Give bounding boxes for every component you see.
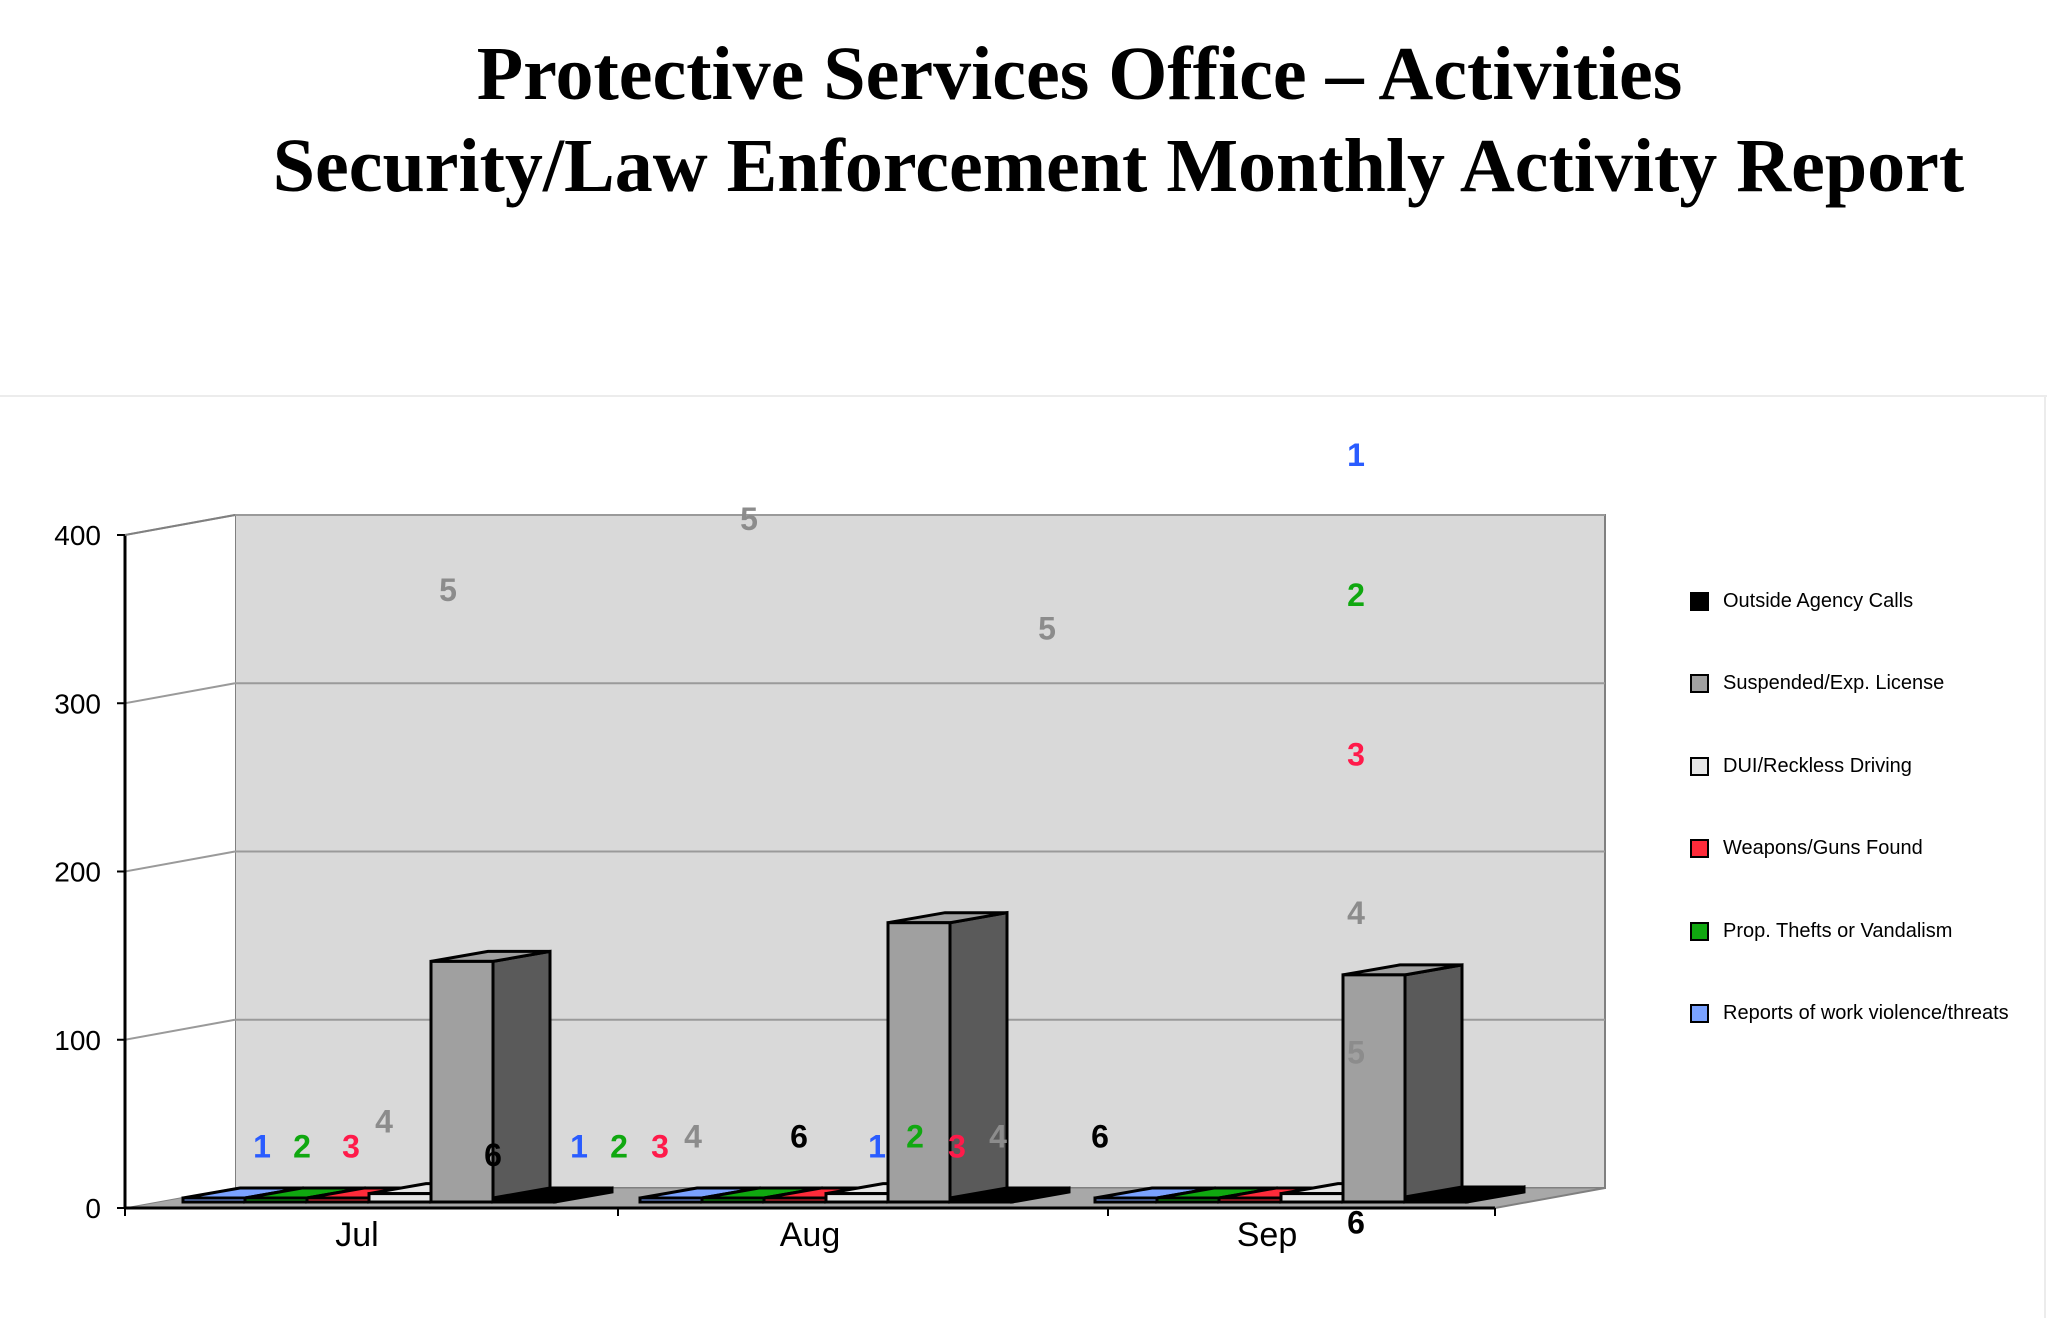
chart-title-line2: Security/Law Enforcement Monthly Activit…: [272, 124, 1965, 208]
data-label: 4: [1347, 895, 1365, 931]
y-tick-label: 400: [54, 520, 101, 551]
data-label: 1: [253, 1129, 271, 1165]
data-label: 3: [342, 1129, 360, 1165]
legend-label: Suspended/Exp. License: [1723, 672, 1945, 694]
legend-swatch: [1690, 921, 1709, 941]
frame-edge: [1494, 1187, 1606, 1209]
frame-edge: [124, 514, 236, 536]
bar: [1279, 1192, 1345, 1204]
bar: [638, 1196, 704, 1204]
y-tick-label: 0: [85, 1193, 101, 1224]
bar-side: [1403, 963, 1464, 1204]
data-label: 1: [570, 1129, 588, 1165]
data-label: 5: [1347, 1035, 1365, 1071]
legend: Outside Agency Calls Suspended/Exp. Lice…: [1690, 586, 2010, 1036]
data-label: 2: [610, 1129, 628, 1165]
bar: [1403, 1195, 1469, 1204]
data-label: 6: [1347, 1204, 1365, 1240]
bar: [824, 1192, 890, 1204]
x-tick-label: Sep: [1237, 1216, 1298, 1254]
data-label: 3: [948, 1129, 966, 1165]
legend-item: Prop. Thefts or Vandalism: [1690, 916, 2010, 946]
legend-label: Prop. Thefts or Vandalism: [1723, 919, 1953, 942]
legend-item: Outside Agency Calls: [1690, 586, 2010, 616]
section-divider-right: [2044, 395, 2046, 1318]
bar: [305, 1196, 371, 1204]
bar: [1093, 1196, 1159, 1204]
data-label: 4: [375, 1104, 393, 1140]
bar: [429, 959, 495, 1204]
data-label: 2: [906, 1119, 924, 1155]
data-label: 6: [484, 1137, 502, 1173]
bar: [886, 921, 952, 1204]
bar: [1155, 1196, 1221, 1204]
legend-label: Weapons/Guns Found: [1723, 837, 1923, 859]
chart-title-line1: Protective Services Office – Activities: [476, 32, 1683, 116]
data-label: 4: [989, 1119, 1007, 1155]
data-label: 1: [1347, 437, 1365, 473]
x-tick-label: Aug: [780, 1216, 841, 1254]
bar: [243, 1196, 309, 1204]
data-label: 4: [684, 1119, 702, 1155]
chart-title: Protective Services Office – Activities …: [0, 28, 2047, 212]
legend-item: Weapons/Guns Found: [1690, 834, 2010, 864]
bar: [1217, 1196, 1283, 1204]
legend-label: Reports of work violence/threats: [1723, 1002, 2009, 1024]
gridline-side: [124, 682, 236, 705]
legend-swatch: [1690, 839, 1709, 858]
y-tick-label: 100: [54, 1025, 101, 1056]
legend-item: Reports of work violence/threats: [1690, 999, 2010, 1029]
gridline-side: [124, 850, 236, 873]
data-label: 5: [1038, 611, 1056, 647]
section-divider: [0, 395, 2047, 397]
data-label: 1: [868, 1129, 886, 1165]
bar: [1341, 973, 1407, 1204]
bar: [491, 1196, 557, 1204]
legend-swatch: [1690, 591, 1709, 611]
bar: [948, 1196, 1014, 1204]
data-label: 3: [651, 1129, 669, 1165]
legend-swatch: [1690, 674, 1709, 693]
legend-item: Suspended/Exp. License: [1690, 669, 2010, 699]
gridline-side: [124, 1018, 236, 1041]
legend-swatch: [1690, 1004, 1709, 1023]
x-tick-label: Jul: [335, 1216, 378, 1254]
data-label: 6: [790, 1119, 808, 1155]
legend-label: DUI/Reckless Driving: [1723, 754, 1912, 777]
legend-item: DUI/Reckless Driving: [1690, 751, 2010, 781]
data-label: 2: [1347, 577, 1365, 613]
bar: [181, 1196, 247, 1204]
data-label: 5: [439, 572, 457, 608]
bar: [700, 1196, 766, 1204]
data-label: 6: [1091, 1119, 1109, 1155]
legend-swatch: [1690, 756, 1709, 776]
data-label: 3: [1347, 737, 1365, 773]
y-tick-label: 300: [54, 688, 101, 719]
y-tick-label: 200: [54, 857, 101, 888]
data-label: 2: [293, 1129, 311, 1165]
legend-label: Outside Agency Calls: [1723, 589, 1914, 612]
bar: [762, 1196, 828, 1204]
data-label: 5: [740, 501, 758, 537]
bar: [367, 1192, 433, 1204]
